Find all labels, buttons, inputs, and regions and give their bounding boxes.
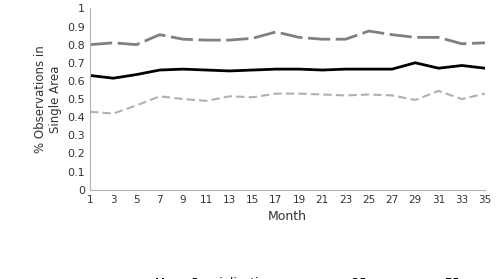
perc25 [482,92,488,95]
perc25 [250,95,256,99]
perc75 [87,43,93,46]
Mean Specialization [320,68,326,72]
perc75 [342,37,348,41]
perc75 [180,37,186,41]
perc25 [459,97,465,101]
Mean Specialization [389,68,395,71]
Mean Specialization [366,68,372,71]
Line: Mean Specialization: Mean Specialization [90,63,485,78]
Line: perc25: perc25 [90,91,485,114]
perc25 [134,104,140,107]
perc25 [389,94,395,97]
perc75 [226,39,232,42]
perc25 [296,92,302,95]
perc75 [273,30,279,34]
perc25 [412,98,418,102]
perc25 [226,95,232,98]
perc75 [110,41,116,45]
Mean Specialization [226,69,232,73]
Mean Specialization [273,68,279,71]
perc25 [203,99,209,102]
Mean Specialization [412,61,418,64]
perc75 [412,36,418,39]
perc25 [366,93,372,96]
perc75 [459,42,465,45]
perc75 [296,36,302,39]
Mean Specialization [87,74,93,77]
perc75 [250,37,256,40]
perc75 [389,33,395,36]
perc75 [156,33,162,36]
Mean Specialization [250,68,256,72]
perc75 [482,41,488,45]
Mean Specialization [203,68,209,72]
Mean Specialization [110,76,116,80]
perc25 [342,94,348,97]
Legend: Mean Specialization, perc25, perc75: Mean Specialization, perc25, perc75 [109,272,466,279]
Y-axis label: % Observations in
Single Area: % Observations in Single Area [34,45,62,153]
perc25 [87,110,93,114]
Mean Specialization [342,68,348,71]
Mean Specialization [482,67,488,70]
perc25 [156,95,162,98]
Mean Specialization [180,68,186,71]
perc75 [320,37,326,41]
perc25 [273,92,279,95]
Mean Specialization [134,73,140,76]
perc25 [320,93,326,96]
Mean Specialization [296,68,302,71]
perc25 [110,112,116,115]
perc25 [180,97,186,101]
perc75 [134,43,140,46]
Mean Specialization [156,68,162,72]
perc75 [366,29,372,33]
Mean Specialization [459,64,465,67]
perc75 [203,39,209,42]
perc25 [436,89,442,93]
Line: perc75: perc75 [90,31,485,45]
perc75 [436,36,442,39]
Mean Specialization [436,67,442,70]
X-axis label: Month: Month [268,210,307,223]
